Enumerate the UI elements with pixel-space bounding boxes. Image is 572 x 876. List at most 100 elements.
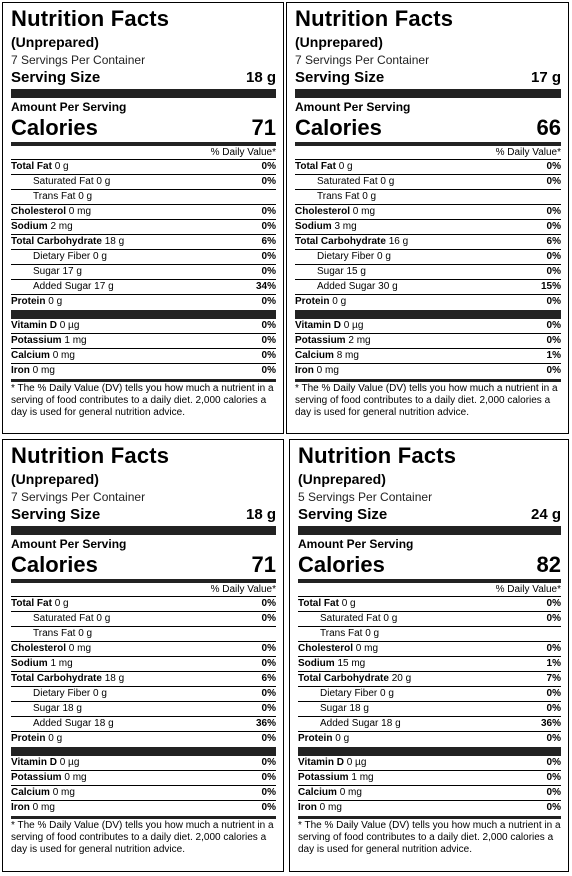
daily-value-header: % Daily Value* [298,583,561,597]
serving-size-label: Serving Size [298,506,388,523]
vitamin-d-row: Vitamin D 0 µg 0% [295,319,561,334]
added-sugar-row: Added Sugar 18 g 36% [11,717,276,732]
medium-divider [11,142,276,146]
fiber-row: Dietary Fiber 0 g 0% [295,250,561,265]
trans-fat-row: Trans Fat 0 g [295,190,561,205]
sodium-row: Sodium 2 mg 0% [11,220,276,235]
total-fat-row: Total Fat 0 g 0% [295,160,561,175]
serving-size-label: Serving Size [11,69,101,86]
added-sugar-row: Added Sugar 17 g 34% [11,280,276,295]
servings-per-container: 5 Servings Per Container [298,490,433,504]
added-sugar-row: Added Sugar 30 g 15% [295,280,561,295]
footnote: * The % Daily Value (DV) tells you how m… [11,816,276,856]
footnote: * The % Daily Value (DV) tells you how m… [295,379,561,419]
daily-value-header: % Daily Value* [11,146,276,160]
calories-value: 71 [251,115,276,140]
label-subtitle: (Unprepared) [295,34,383,50]
calcium-row: Calcium 8 mg 1% [295,349,561,364]
daily-value-header: % Daily Value* [295,146,561,160]
iron-row: Iron 0 mg 0% [11,802,276,813]
potassium-row: Potassium 2 mg 0% [295,334,561,349]
footnote: * The % Daily Value (DV) tells you how m… [298,816,561,856]
cholesterol-row: Cholesterol 0 mg 0% [298,642,561,657]
medium-divider [11,579,276,583]
total-carb-row: Total Carbohydrate 20 g 7% [298,672,561,687]
sugar-row: Sugar 17 g 0% [11,265,276,280]
serving-size-label: Serving Size [11,506,101,523]
vitamin-d-row: Vitamin D 0 µg 0% [11,319,276,334]
calories-value: 82 [536,552,561,577]
saturated-fat-row: Saturated Fat 0 g 0% [11,612,276,627]
daily-value-header: % Daily Value* [11,583,276,597]
label-title: Nutrition Facts [295,6,454,31]
calories-label: Calories [298,552,385,577]
fiber-row: Dietary Fiber 0 g 0% [11,250,276,265]
serving-size-value: 18 g [245,69,276,86]
calcium-row: Calcium 0 mg 0% [298,786,561,801]
thick-divider [11,89,276,98]
protein-row: Protein 0 g 0% [11,733,276,744]
nutrition-label-1: Nutrition Facts (Unprepared) 7 Servings … [2,2,284,434]
sugar-row: Sugar 18 g 0% [11,702,276,717]
iron-row: Iron 0 mg 0% [298,802,561,813]
saturated-fat-row: Saturated Fat 0 g 0% [295,175,561,190]
servings-per-container: 7 Servings Per Container [11,490,146,504]
sodium-row: Sodium 1 mg 0% [11,657,276,672]
trans-fat-row: Trans Fat 0 g [298,627,561,642]
total-carb-row: Total Carbohydrate 18 g 6% [11,235,276,250]
serving-size-value: 24 g [530,506,561,523]
vitamin-d-row: Vitamin D 0 µg 0% [11,756,276,771]
fiber-row: Dietary Fiber 0 g 0% [298,687,561,702]
total-carb-row: Total Carbohydrate 16 g 6% [295,235,561,250]
thick-divider [295,89,561,98]
label-title: Nutrition Facts [298,443,457,468]
calories-value: 71 [251,552,276,577]
medium-divider [295,142,561,146]
thick-divider [11,747,276,756]
label-title: Nutrition Facts [11,443,170,468]
calories-row: Calories 66 [295,115,561,141]
footnote: * The % Daily Value (DV) tells you how m… [11,379,276,419]
added-sugar-row: Added Sugar 18 g 36% [298,717,561,732]
label-subtitle: (Unprepared) [11,34,99,50]
serving-size-row: Serving Size 17 g [295,69,561,87]
amount-per-serving: Amount Per Serving [295,100,411,114]
calories-row: Calories 71 [11,552,276,578]
potassium-row: Potassium 1 mg 0% [298,771,561,786]
trans-fat-row: Trans Fat 0 g [11,190,276,205]
servings-per-container: 7 Servings Per Container [11,53,146,67]
calcium-row: Calcium 0 mg 0% [11,786,276,801]
calories-row: Calories 71 [11,115,276,141]
thick-divider [298,747,561,756]
total-fat-row: Total Fat 0 g 0% [11,160,276,175]
sugar-row: Sugar 15 g 0% [295,265,561,280]
potassium-row: Potassium 1 mg 0% [11,334,276,349]
label-subtitle: (Unprepared) [298,471,386,487]
thick-divider [298,526,561,535]
fiber-row: Dietary Fiber 0 g 0% [11,687,276,702]
total-fat-row: Total Fat 0 g 0% [11,597,276,612]
protein-row: Protein 0 g 0% [11,296,276,307]
trans-fat-row: Trans Fat 0 g [11,627,276,642]
vitamin-d-row: Vitamin D 0 µg 0% [298,756,561,771]
thick-divider [11,526,276,535]
calcium-row: Calcium 0 mg 0% [11,349,276,364]
label-subtitle: (Unprepared) [11,471,99,487]
nutrition-label-3: Nutrition Facts (Unprepared) 7 Servings … [2,439,284,872]
total-carb-row: Total Carbohydrate 18 g 6% [11,672,276,687]
sodium-row: Sodium 3 mg 0% [295,220,561,235]
saturated-fat-row: Saturated Fat 0 g 0% [11,175,276,190]
total-fat-row: Total Fat 0 g 0% [298,597,561,612]
protein-row: Protein 0 g 0% [298,733,561,744]
nutrition-label-2: Nutrition Facts (Unprepared) 7 Servings … [286,2,569,434]
protein-row: Protein 0 g 0% [295,296,561,307]
calories-value: 66 [536,115,561,140]
nutrition-label-4: Nutrition Facts (Unprepared) 5 Servings … [289,439,569,872]
calories-row: Calories 82 [298,552,561,578]
serving-size-value: 18 g [245,506,276,523]
amount-per-serving: Amount Per Serving [11,537,127,551]
serving-size-row: Serving Size 18 g [11,69,276,87]
iron-row: Iron 0 mg 0% [295,365,561,376]
medium-divider [298,579,561,583]
amount-per-serving: Amount Per Serving [298,537,414,551]
